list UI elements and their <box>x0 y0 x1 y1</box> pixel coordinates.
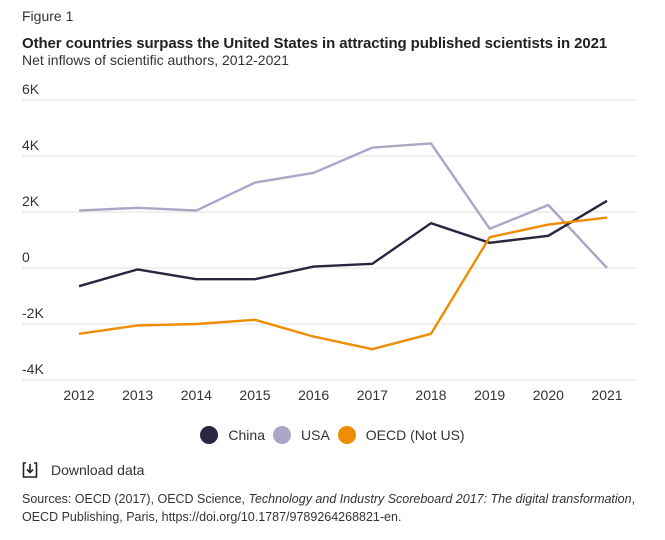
legend-item-china[interactable]: China <box>200 426 265 444</box>
x-tick-label: 2014 <box>181 387 212 403</box>
x-tick-label: 2019 <box>474 387 505 403</box>
legend-item-usa[interactable]: USA <box>273 426 330 444</box>
series-line-usa[interactable] <box>78 142 608 269</box>
download-icon <box>22 462 38 478</box>
series-lines <box>78 142 608 351</box>
chart-subtitle: Net inflows of scientific authors, 2012-… <box>22 52 289 68</box>
sources-note: Sources: OECD (2017), OECD Science, Tech… <box>22 490 652 526</box>
legend-swatch-usa <box>273 426 291 444</box>
y-tick-label: 0 <box>22 249 30 265</box>
y-tick-label: -4K <box>22 361 44 377</box>
legend-label-china: China <box>228 427 265 443</box>
x-tick-label: 2016 <box>298 387 329 403</box>
y-axis-ticks: -4K -2K 0 2K 4K 6K <box>22 81 44 377</box>
x-tick-label: 2021 <box>591 387 622 403</box>
x-tick-label: 2012 <box>63 387 94 403</box>
y-tick-label: 6K <box>22 81 40 97</box>
legend-label-usa: USA <box>301 427 330 443</box>
sources-suffix: , OECD Publishing, Paris, https://doi.or… <box>22 492 636 524</box>
y-tick-label: 2K <box>22 193 40 209</box>
x-tick-label: 2018 <box>415 387 446 403</box>
legend: China USA OECD (Not US) <box>0 426 665 444</box>
x-tick-label: 2013 <box>122 387 153 403</box>
y-tick-label: 4K <box>22 137 40 153</box>
x-tick-label: 2020 <box>533 387 564 403</box>
legend-swatch-oecd <box>337 426 356 444</box>
gridlines <box>22 99 637 381</box>
chart-title: Other countries surpass the United State… <box>22 35 608 52</box>
x-tick-label: 2015 <box>239 387 270 403</box>
series-line-china[interactable] <box>78 199 608 288</box>
x-tick-label: 2017 <box>357 387 388 403</box>
y-tick-label: -2K <box>22 305 44 321</box>
legend-swatch-china <box>200 426 219 444</box>
legend-item-oecd[interactable]: OECD (Not US) <box>337 426 465 444</box>
legend-label-oecd: OECD (Not US) <box>365 427 465 443</box>
download-data-label: Download data <box>51 462 145 478</box>
sources-prefix: Sources: OECD (2017), OECD Science, <box>22 492 249 506</box>
sources-title: Technology and Industry Scoreboard 2017:… <box>248 492 632 506</box>
x-axis-ticks: 2012 2013 2014 2015 2016 2017 2018 2019 2020 2021 <box>63 387 622 403</box>
download-data-button[interactable]: Download data <box>22 462 144 478</box>
figure-label: Figure 1 <box>22 8 74 24</box>
series-line-oecd-not-us[interactable] <box>78 216 608 351</box>
